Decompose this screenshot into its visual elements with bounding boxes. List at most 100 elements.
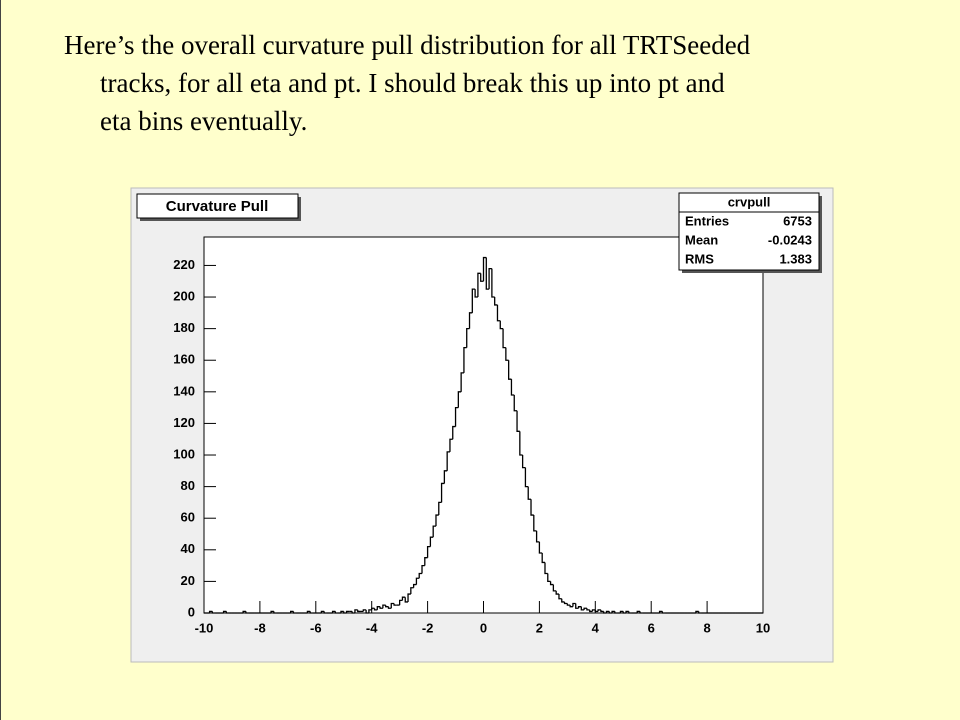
histogram-bin: [463, 346, 467, 373]
chart-title: Curvature Pull: [166, 198, 269, 215]
histogram-bin: [424, 557, 428, 566]
histogram-bin: [292, 611, 297, 614]
histogram-bin: [446, 451, 450, 471]
histogram-bin: [547, 573, 551, 583]
histogram-bin: [443, 470, 448, 484]
histogram-bin: [331, 610, 336, 613]
y-tick-label: 20: [181, 573, 195, 588]
histogram-bin: [334, 611, 339, 614]
histogram-bin: [362, 609, 367, 612]
y-tick-label: 220: [173, 257, 195, 272]
histogram-bin: [382, 604, 386, 609]
histogram-bin: [371, 607, 375, 610]
frame: [203, 236, 764, 614]
y-tick-label: 180: [173, 320, 195, 335]
histogram-bin: [530, 499, 534, 516]
x-tick-label: 2: [536, 620, 543, 635]
histogram-bin: [211, 611, 216, 614]
histogram-bin: [575, 603, 579, 609]
histogram-bin: [625, 610, 629, 613]
histogram-bin: [379, 606, 383, 609]
histogram-bin: [343, 611, 347, 614]
histogram-bin: [569, 605, 573, 608]
histogram-bin: [468, 312, 473, 329]
histogram-bin: [357, 609, 361, 613]
y-tick-label: 40: [181, 541, 195, 556]
x-tick-label: -4: [366, 620, 378, 635]
histogram-bin: [628, 611, 632, 614]
histogram-bin: [432, 525, 436, 538]
x-tick-label: 4: [592, 620, 600, 635]
slide-text: tracks, for all eta and pt. I should bre…: [100, 68, 725, 98]
histogram-bin: [488, 267, 492, 290]
histogram-bin: [558, 594, 562, 600]
histogram-bin: [589, 609, 593, 613]
histogram-bin: [605, 610, 610, 613]
stats-value: 1.383: [779, 251, 812, 266]
histogram-bin: [499, 320, 504, 330]
histogram-bin: [597, 609, 601, 612]
histogram-bin: [440, 482, 445, 503]
y-tick-label: 60: [181, 510, 195, 525]
histogram-bin: [583, 607, 587, 610]
histogram-bin: [222, 610, 227, 613]
histogram-bin: [245, 611, 249, 614]
histogram-bin: [242, 610, 246, 613]
x-tick-label: 0: [480, 620, 487, 635]
histogram-bin: [491, 268, 495, 298]
histogram-bin: [698, 611, 702, 614]
histogram-bin: [480, 273, 484, 282]
histogram-bin: [460, 372, 464, 392]
histogram-bin: [608, 611, 613, 614]
histogram-bin: [404, 597, 409, 603]
histogram-bin: [449, 438, 453, 452]
title-box: [136, 193, 299, 219]
histogram-bin: [527, 486, 532, 500]
x-tick-label: -10: [195, 620, 214, 635]
histogram-bin: [496, 304, 501, 322]
histogram-bin: [466, 327, 470, 348]
stats-label: Entries: [685, 213, 729, 228]
histogram-bin: [541, 552, 545, 564]
histogram-bin: [354, 609, 358, 613]
histogram-bin: [566, 603, 571, 606]
histogram-bin: [580, 606, 585, 611]
histogram-bin: [385, 605, 389, 608]
histogram-bin: [494, 297, 498, 306]
histogram-bin: [345, 610, 350, 613]
histogram-bin: [521, 455, 526, 469]
stats-label: RMS: [685, 251, 714, 266]
histogram-bin: [508, 360, 512, 380]
y-tick-label: 0: [188, 604, 195, 619]
histogram-bin: [306, 610, 311, 613]
histogram-bin: [273, 611, 277, 614]
stats-label: Mean: [685, 232, 718, 247]
histogram-bin: [438, 501, 442, 516]
histogram-bin: [323, 611, 327, 614]
histogram-bin: [457, 391, 462, 408]
histogram-bin: [600, 609, 604, 613]
histogram-bin: [368, 609, 372, 613]
histogram-bin: [452, 425, 456, 440]
histogram-bin: [561, 598, 565, 603]
histogram-bin: [524, 467, 529, 488]
histogram-bin: [549, 581, 554, 586]
histogram-bin: [658, 610, 663, 613]
stats-box: [678, 192, 820, 271]
histogram-bin: [309, 611, 314, 614]
histogram-bin: [591, 609, 596, 612]
histogram-bin: [351, 611, 355, 614]
x-tick-label: -8: [254, 620, 266, 635]
histogram-bin: [365, 609, 369, 614]
histogram-bin: [505, 347, 509, 361]
histogram-bin: [485, 257, 490, 290]
histogram-bin: [429, 536, 434, 547]
histogram-bin: [289, 610, 294, 613]
stats-name: crvpull: [728, 194, 771, 209]
slide-text: eta bins eventually.: [100, 106, 308, 136]
histogram-bin: [399, 599, 403, 606]
histogram-bin: [471, 288, 476, 313]
y-tick-label: 200: [173, 288, 195, 303]
slide-text: Here’s the overall curvature pull distri…: [64, 30, 751, 60]
